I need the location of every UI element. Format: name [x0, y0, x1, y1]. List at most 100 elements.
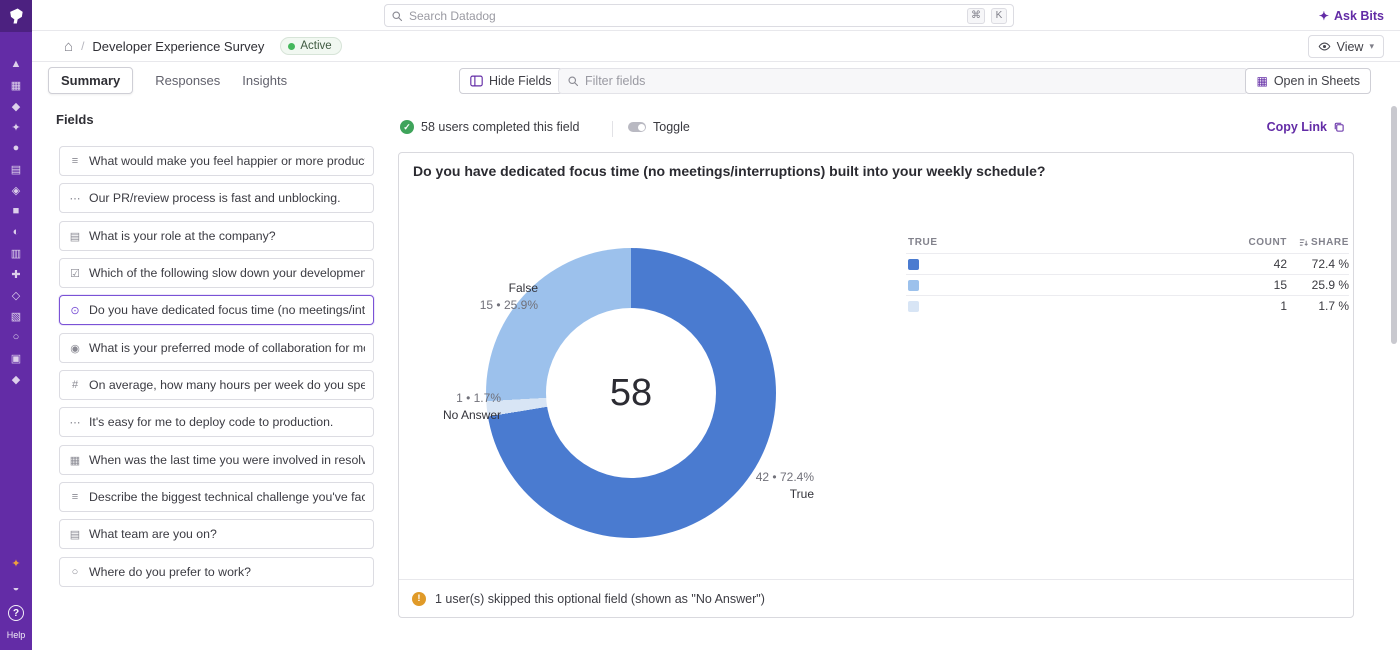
filter-fields-search[interactable]: [558, 68, 1248, 94]
global-search[interactable]: ⌘ K: [384, 4, 1014, 27]
nav-icon[interactable]: ◐: [12, 226, 20, 238]
sheets-grid-icon: ▦: [1256, 74, 1268, 88]
sidebar-item-hours-meetings[interactable]: # On average, how many hours per week do…: [59, 370, 374, 400]
legend-swatch-false: [908, 280, 919, 291]
radio-icon: ◉: [70, 342, 80, 355]
help-icon[interactable]: ?: [8, 605, 24, 621]
tab-summary[interactable]: Summary: [48, 67, 134, 94]
filter-fields-input[interactable]: [585, 74, 1239, 88]
warning-text: 1 user(s) skipped this optional field (s…: [435, 591, 765, 606]
share-column-header[interactable]: SHARE: [1299, 237, 1349, 248]
field-summary-panel: Do you have dedicated focus time (no mee…: [398, 152, 1354, 618]
search-icon: [392, 10, 403, 21]
vertical-scrollbar[interactable]: [1391, 106, 1397, 344]
tab-insights[interactable]: Insights: [242, 73, 288, 88]
sort-icon: [1299, 239, 1308, 246]
fields-heading: Fields: [56, 112, 94, 127]
search-icon: [568, 76, 579, 87]
ask-bits-label: Ask Bits: [1333, 8, 1384, 23]
text-icon: ≡: [71, 491, 79, 503]
nav-icon[interactable]: ●: [12, 142, 20, 154]
bits-ai-icon[interactable]: ✦: [11, 557, 21, 570]
sidebar-item-challenge[interactable]: ≡ Describe the biggest technical challen…: [59, 482, 374, 512]
nav-icon[interactable]: ▣: [10, 352, 22, 365]
breadcrumb-separator: /: [81, 39, 85, 53]
field-label: What is your role at the company?: [89, 229, 276, 243]
sidebar-item-pr-review[interactable]: ⋯ Our PR/review process is fast and unbl…: [59, 183, 374, 213]
nav-icon[interactable]: ▤: [10, 163, 22, 176]
nav-icon[interactable]: ✚: [11, 268, 21, 281]
page-title[interactable]: Developer Experience Survey: [92, 38, 265, 54]
legend-table: TRUE COUNT SHARE 42 72.4 % 15 25.9 % 1 1…: [906, 233, 1349, 316]
nav-icon[interactable]: ▦: [10, 79, 22, 92]
nav-icon[interactable]: ■: [12, 205, 20, 217]
eye-icon: [1318, 42, 1330, 51]
sidebar-item-collab-mode[interactable]: ◉ What is your preferred mode of collabo…: [59, 333, 374, 363]
number-icon: #: [71, 379, 79, 391]
field-label: Do you have dedicated focus time (no mee…: [89, 303, 365, 317]
view-button[interactable]: View ▾: [1307, 35, 1384, 58]
warning-icon: !: [412, 591, 426, 606]
sidebar-item-deploy-ease[interactable]: ⋯ It's easy for me to deploy code to pro…: [59, 407, 374, 437]
select-icon: ▤: [69, 230, 81, 243]
copy-link-label: Copy Link: [1266, 120, 1327, 134]
field-label: Which of the following slow down your de…: [89, 266, 365, 280]
nav-icon[interactable]: ○: [12, 331, 20, 343]
open-in-sheets-label: Open in Sheets: [1273, 74, 1360, 88]
sidebar-item-focus-time[interactable]: ⊙ Do you have dedicated focus time (no m…: [59, 295, 374, 325]
copy-icon: [1334, 122, 1344, 132]
completed-count: ✓ 58 users completed this field: [400, 120, 579, 134]
field-label: On average, how many hours per week do y…: [89, 378, 365, 392]
field-label: Describe the biggest technical challenge…: [89, 490, 365, 504]
donut-chart[interactable]: 58: [486, 248, 776, 538]
breadcrumb: ⌂ / Developer Experience Survey Active V…: [32, 31, 1400, 62]
view-button-label: View: [1336, 39, 1364, 54]
hide-fields-label: Hide Fields: [489, 74, 552, 88]
nav-icon[interactable]: ▧: [10, 310, 22, 323]
dog-icon: [10, 8, 23, 24]
sidebar-item-team[interactable]: ▤ What team are you on?: [59, 519, 374, 549]
toggle-icon: ⊙: [70, 304, 80, 317]
legend-header-row: TRUE COUNT SHARE: [906, 233, 1349, 253]
app-nav-rail: ▲ ▦ ◆ ✦ ● ▤ ◈ ■ ◐ ▥ ✚ ◇ ▧ ○ ▣ ◆ ✦ ◒ ? He…: [0, 0, 32, 650]
tab-bar: Summary Responses Insights: [48, 67, 287, 94]
nav-icon[interactable]: ◈: [11, 184, 21, 197]
field-type-label: Toggle: [653, 120, 690, 134]
hide-fields-button[interactable]: Hide Fields: [459, 68, 563, 94]
completed-text: 58 users completed this field: [421, 120, 580, 134]
datadog-logo[interactable]: [0, 0, 32, 32]
slice-label-no-answer: 1 • 1.7% No Answer: [442, 391, 501, 422]
tab-responses[interactable]: Responses: [155, 73, 221, 88]
legend-swatch-no-answer: [908, 301, 919, 312]
toolbar: Summary Responses Insights Hide Fields ▦…: [32, 62, 1400, 100]
date-icon: ▦: [69, 454, 81, 467]
k-keycap: K: [991, 7, 1007, 24]
legend-row-false: 15 25.9 %: [906, 274, 1349, 295]
field-label: What would make you feel happier or more…: [89, 154, 365, 168]
search-input[interactable]: [409, 8, 961, 23]
sidebar-item-slowdowns[interactable]: ☑ Which of the following slow down your …: [59, 258, 374, 288]
nav-icon[interactable]: ▥: [10, 247, 22, 260]
count-column-header[interactable]: COUNT: [1248, 237, 1287, 248]
nav-icon[interactable]: ◆: [11, 100, 21, 113]
ask-bits-button[interactable]: ✦ Ask Bits: [1319, 0, 1384, 31]
nav-icon[interactable]: ◒: [12, 582, 20, 594]
slice-label-true: 42 • 72.4% True: [755, 470, 814, 501]
nav-icon[interactable]: ◆: [11, 373, 21, 386]
field-label: What team are you on?: [89, 527, 217, 541]
donut-center: 58: [546, 308, 716, 478]
open-in-sheets-button[interactable]: ▦ Open in Sheets: [1245, 68, 1371, 94]
nav-icon[interactable]: ◇: [11, 289, 21, 302]
sidebar-item-role[interactable]: ▤ What is your role at the company?: [59, 221, 374, 251]
nav-icon[interactable]: ▲: [10, 58, 22, 70]
sidebar-item-work-location[interactable]: ○ Where do you prefer to work?: [59, 557, 374, 587]
total-responses: 58: [609, 371, 653, 414]
field-label: It's easy for me to deploy code to produ…: [89, 415, 334, 429]
sidebar-item-happier[interactable]: ≡ What would make you feel happier or mo…: [59, 146, 374, 176]
home-icon[interactable]: ⌂: [64, 37, 74, 55]
legend-row-true: 42 72.4 %: [906, 253, 1349, 274]
field-label: Our PR/review process is fast and unbloc…: [89, 191, 341, 205]
nav-icon[interactable]: ✦: [11, 121, 21, 134]
sidebar-item-incident[interactable]: ▦ When was the last time you were involv…: [59, 445, 374, 475]
copy-link-button[interactable]: Copy Link: [1267, 120, 1345, 134]
